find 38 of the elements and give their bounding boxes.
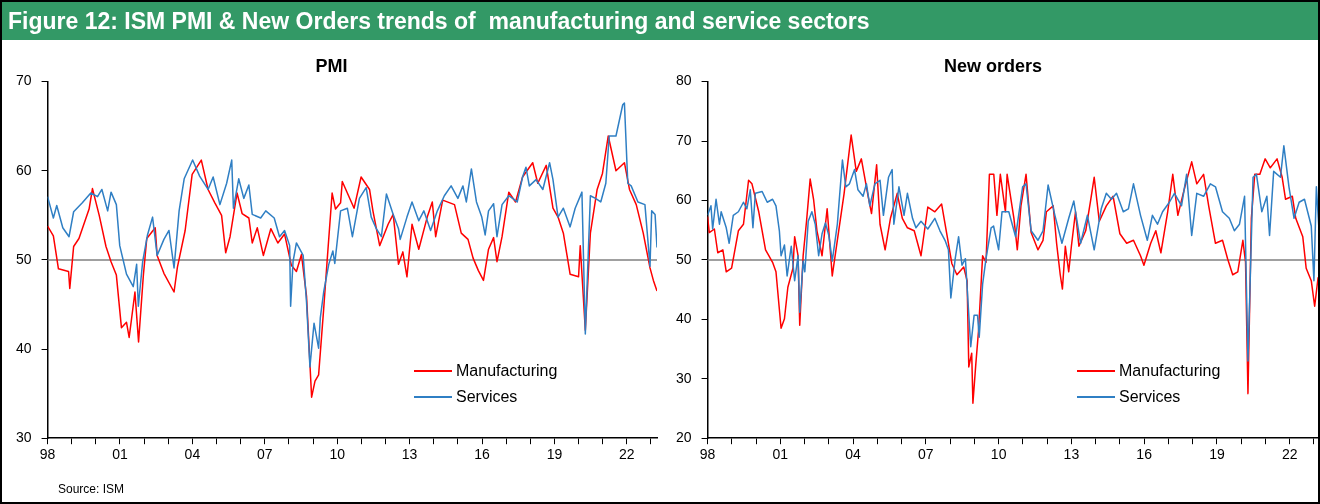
x-tick-label: 19 [546, 446, 563, 463]
x-tick-label: 19 [1209, 446, 1225, 463]
x-tick-label: 10 [329, 446, 346, 463]
x-tick-label: 16 [1136, 446, 1153, 463]
x-tick-label: 13 [401, 446, 418, 463]
x-tick-label: 04 [845, 446, 862, 463]
y-tick-label: 40 [15, 339, 32, 356]
y-tick-label: 60 [675, 191, 692, 208]
legend-label: Manufacturing [456, 362, 558, 381]
x-tick-label: 07 [257, 446, 273, 463]
y-tick-label: 70 [675, 131, 692, 148]
source-note: Source: ISM [58, 482, 125, 496]
x-tick-label: 01 [772, 446, 789, 463]
x-tick-label: 22 [619, 446, 635, 463]
y-tick-label: 30 [15, 429, 32, 446]
legend-label: Manufacturing [1119, 362, 1221, 381]
x-tick-label: 22 [1281, 446, 1298, 463]
x-tick-label: 98 [699, 446, 716, 463]
y-tick-label: 50 [675, 250, 692, 267]
y-tick-label: 60 [15, 161, 32, 178]
legend-label: Services [456, 388, 518, 407]
y-tick-label: 70 [15, 72, 32, 89]
y-tick-label: 30 [675, 369, 692, 386]
x-tick-label: 07 [918, 446, 934, 463]
x-tick-label: 13 [1063, 446, 1080, 463]
y-tick-label: 20 [675, 429, 692, 446]
y-tick-label: 40 [675, 310, 692, 327]
x-tick-label: 98 [39, 446, 56, 463]
x-tick-label: 10 [990, 446, 1007, 463]
chart-subtitle: PMI [315, 55, 348, 76]
x-tick-label: 01 [112, 446, 128, 463]
y-tick-label: 50 [15, 250, 32, 267]
legend-label: Services [1119, 388, 1181, 407]
y-tick-label: 80 [675, 72, 692, 89]
x-tick-label: 04 [184, 446, 201, 463]
chart-title: New orders [943, 55, 1043, 76]
chart-title: Figure 12: ISM PMI & New Orders trends of manufacturing and service sectors [2, 2, 1318, 40]
x-tick-label: 16 [474, 446, 491, 463]
